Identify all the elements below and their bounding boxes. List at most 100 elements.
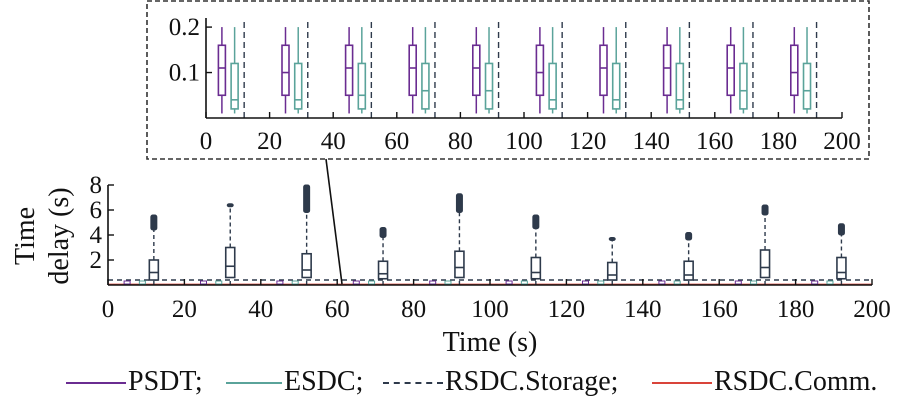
storage-box — [454, 250, 465, 279]
storage-box — [148, 259, 160, 281]
esdc-mini-box — [291, 280, 299, 285]
inset-panel: 0 20 40 60 80 100 120 140 160 180 200 0.1 0.2 — [146, 0, 870, 160]
esdc-mini-box — [138, 280, 146, 285]
zoom-connector-lines — [325, 158, 343, 285]
inset-esdc-box — [675, 62, 685, 110]
psdt-mini-box — [276, 280, 284, 285]
inset-y-tick-label: 0.1 — [169, 60, 200, 87]
inset-psdt-box — [726, 44, 736, 97]
psdt-mini-box — [429, 280, 437, 285]
esdc-mini-box — [520, 280, 528, 285]
main-x-tick-label: 60 — [325, 296, 350, 323]
inset-x-tick-label: 80 — [448, 128, 473, 155]
storage-box — [224, 246, 236, 279]
inset-esdc-box — [802, 62, 812, 110]
storage-outliers — [532, 214, 540, 230]
main-x-tick-label: 140 — [624, 296, 662, 323]
storage-outliers — [379, 227, 387, 238]
storage-outliers — [455, 193, 463, 213]
inset-esdc-box — [421, 62, 430, 110]
chart-svg: 0 20 40 60 80 100 120 140 160 180 200 0.1 0.2 0 20 40 6… — [10, 0, 891, 358]
storage-outliers — [761, 204, 769, 216]
esdc-mini-box — [597, 280, 605, 285]
inset-esdc-box — [357, 62, 367, 110]
legend-swatch-esdc — [226, 382, 282, 384]
inset-x-tick-label: 200 — [823, 128, 861, 155]
inset-x-tick-label: 20 — [257, 128, 282, 155]
storage-box — [301, 252, 312, 279]
inset-psdt-box — [281, 44, 290, 97]
storage-box — [606, 261, 618, 281]
main-x-tick-label: 100 — [471, 296, 509, 323]
storage-outliers — [837, 223, 845, 236]
esdc-mini-box — [368, 280, 376, 285]
storage-outliers — [150, 214, 158, 231]
main-x-tick-label: 120 — [548, 296, 586, 323]
main-x-tick-label: 200 — [853, 296, 891, 323]
main-x-tick-label: 80 — [401, 296, 426, 323]
inset-x-tick-label: 140 — [632, 128, 670, 155]
main-y-tick-label: 2 — [90, 247, 103, 274]
main-y-axis-title-line2: delay (s) — [44, 187, 75, 284]
main-y-tick-label: 4 — [90, 222, 103, 249]
inset-psdt-box — [408, 44, 418, 97]
storage-box — [530, 256, 542, 280]
inset-frame — [146, 0, 870, 160]
storage-outliers — [226, 203, 234, 208]
legend-swatch-psdt — [66, 382, 126, 384]
inset-x-tick-label: 60 — [384, 128, 409, 155]
psdt-mini-box — [811, 280, 819, 285]
legend-swatch-rsdc-comm — [652, 382, 712, 384]
psdt-mini-box — [658, 280, 666, 285]
inset-psdt-box — [217, 44, 227, 97]
inset-x-tick-label: 40 — [321, 128, 346, 155]
zoom-connector — [325, 158, 343, 285]
main-y-tick-label: 6 — [90, 197, 103, 224]
legend: PSDT; ESDC; RSDC.Storage; RSDC.Comm. — [0, 362, 912, 402]
inset-psdt-box — [789, 44, 799, 97]
inset-esdc-box — [293, 62, 303, 110]
main-x-tick-label: 160 — [700, 296, 738, 323]
psdt-mini-box — [123, 280, 131, 285]
legend-label-psdt: PSDT; — [128, 366, 203, 397]
main-x-tick-label: 20 — [172, 296, 197, 323]
esdc-mini-box — [826, 280, 834, 285]
inset-psdt-box — [471, 44, 481, 97]
psdt-mini-box — [352, 280, 360, 285]
storage-outliers — [303, 184, 311, 213]
esdc-mini-box — [215, 280, 223, 285]
inset-x-tick-label: 0 — [200, 128, 213, 155]
main-x-axis-title: Time (s) — [443, 327, 538, 358]
main-x-tick-label: 180 — [777, 296, 815, 323]
legend-label-rsdc-comm: RSDC.Comm. — [714, 366, 878, 397]
storage-outliers — [685, 232, 693, 241]
esdc-mini-box — [444, 280, 452, 285]
main-y-tick-label: 8 — [90, 172, 103, 199]
inset-psdt-box — [662, 44, 672, 97]
inset-y-tick-label: 0.2 — [169, 14, 200, 41]
psdt-mini-box — [734, 280, 742, 285]
storage-outliers — [608, 237, 616, 241]
legend-swatch-rsdc-storage — [383, 382, 443, 384]
storage-box — [377, 260, 389, 280]
inset-esdc-box — [484, 62, 494, 110]
psdt-mini-box — [505, 280, 513, 285]
main-x-tick-label: 40 — [248, 296, 273, 323]
inset-esdc-box — [230, 62, 239, 110]
inset-esdc-box — [739, 62, 748, 110]
storage-box — [836, 256, 847, 280]
esdc-mini-box — [750, 280, 758, 285]
inset-x-tick-label: 160 — [696, 128, 734, 155]
inset-psdt-box — [535, 44, 545, 97]
inset-esdc-box — [611, 62, 621, 110]
inset-esdc-box — [548, 62, 557, 110]
main-x-tick-label: 0 — [102, 296, 115, 323]
esdc-mini-box — [673, 280, 681, 285]
legend-label-rsdc-storage: RSDC.Storage; — [445, 366, 619, 397]
inset-psdt-box — [344, 44, 354, 97]
inset-x-tick-label: 120 — [569, 128, 607, 155]
inset-x-tick-label: 100 — [505, 128, 543, 155]
storage-box — [759, 249, 771, 279]
main-y-axis-title-line1: Time — [10, 207, 41, 265]
